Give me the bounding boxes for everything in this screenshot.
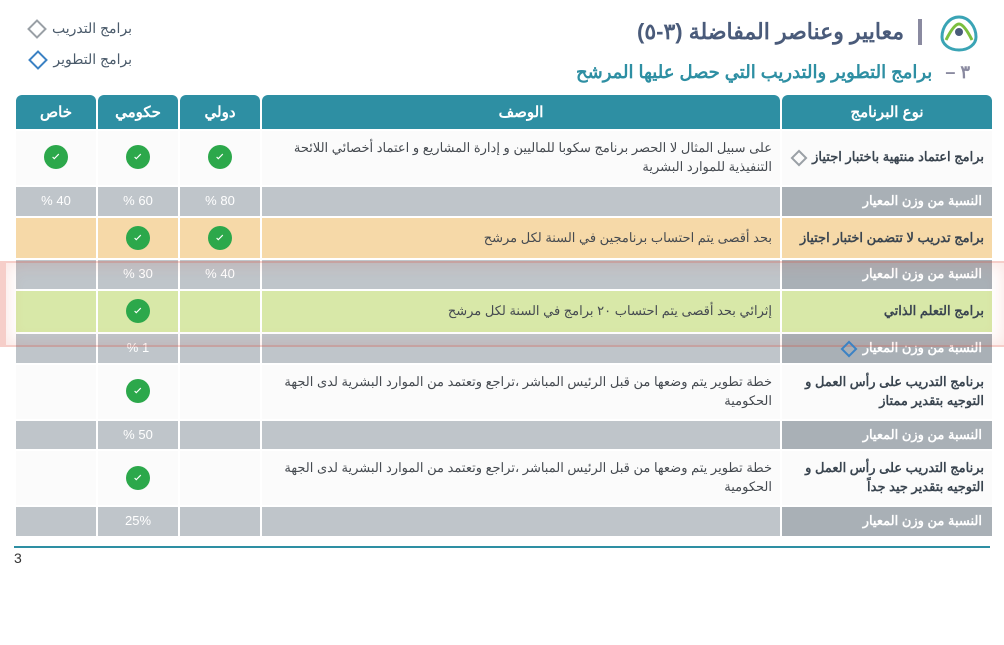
blue-diamond-icon [841, 340, 858, 357]
priv-cell [16, 451, 96, 505]
criteria-table: نوع البرنامج الوصف دولي حكومي خاص برامج … [14, 93, 994, 538]
main-title: معايير وعناصر المفاضلة (٣-٥) [20, 19, 904, 45]
col-gov: حكومي [98, 95, 178, 129]
check-icon [208, 145, 232, 169]
page-number: 3 [14, 550, 22, 566]
type-cell: برامج تدريب لا تتضمن اختبار اجتياز [782, 218, 992, 259]
weight-value [16, 507, 96, 536]
weight-spacer [262, 421, 780, 450]
diamond-gray-icon [27, 19, 47, 39]
gov-cell [98, 451, 178, 505]
type-cell: برامج اعتماد منتهية باختبار اجتياز [782, 131, 992, 185]
desc-cell: إثرائي بحد أقصى يتم احتساب ٢٠ برامج في ا… [262, 291, 780, 332]
weight-value [16, 334, 96, 363]
intl-cell [180, 291, 260, 332]
check-icon [126, 145, 150, 169]
check-icon [126, 379, 150, 403]
check-icon [126, 226, 150, 250]
page-footer: 3 [14, 546, 990, 566]
weight-value: 1 % [98, 334, 178, 363]
desc-cell: خطة تطوير يتم وضعها من قبل الرئيس المباش… [262, 365, 780, 419]
weight-value: 60 % [98, 187, 178, 216]
table-row: برامج التعلم الذاتي إثرائي بحد أقصى يتم … [16, 291, 992, 332]
weight-value [16, 421, 96, 450]
weight-value [180, 421, 260, 450]
weight-label: النسبة من وزن المعيار [782, 507, 992, 536]
weight-row: النسبة من وزن المعيار 50 % [16, 421, 992, 450]
page-header: معايير وعناصر المفاضلة (٣-٥) [0, 0, 1004, 58]
intl-cell [180, 365, 260, 419]
col-priv: خاص [16, 95, 96, 129]
weight-spacer [262, 260, 780, 289]
priv-cell [16, 365, 96, 419]
priv-cell [16, 218, 96, 259]
weight-row: النسبة من وزن المعيار 1 % [16, 334, 992, 363]
diamond-blue-icon [29, 50, 49, 70]
gov-cell [98, 131, 178, 185]
check-icon [208, 226, 232, 250]
criteria-table-wrap: نوع البرنامج الوصف دولي حكومي خاص برامج … [0, 93, 1004, 538]
desc-cell: خطة تطوير يتم وضعها من قبل الرئيس المباش… [262, 451, 780, 505]
weight-label: النسبة من وزن المعيار [782, 187, 992, 216]
weight-spacer [262, 334, 780, 363]
check-icon [44, 145, 68, 169]
legend-development-label: برامج التطوير [53, 51, 132, 68]
weight-spacer [262, 507, 780, 536]
section-number: ٣ – [945, 62, 970, 82]
weight-value: 80 % [180, 187, 260, 216]
priv-cell [16, 291, 96, 332]
type-cell: برامج التعلم الذاتي [782, 291, 992, 332]
legend-training: برامج التدريب [30, 20, 132, 37]
weight-row: النسبة من وزن المعيار 40 %30 % [16, 260, 992, 289]
table-row: برنامج التدريب على رأس العمل و التوجيه ب… [16, 451, 992, 505]
col-intl: دولي [180, 95, 260, 129]
weight-spacer [262, 187, 780, 216]
table-header-row: نوع البرنامج الوصف دولي حكومي خاص [16, 95, 992, 129]
gov-cell [98, 365, 178, 419]
weight-value: 40 % [16, 187, 96, 216]
title-block: معايير وعناصر المفاضلة (٣-٥) [20, 19, 922, 45]
desc-cell: بحد أقصى يتم احتساب برنامجين في السنة لك… [262, 218, 780, 259]
weight-value: 25% [98, 507, 178, 536]
section-subtitle: ٣ – برامج التطوير والتدريب التي حصل عليه… [0, 58, 1004, 93]
legend-development: برامج التطوير [30, 51, 132, 68]
check-icon [126, 466, 150, 490]
weight-value: 50 % [98, 421, 178, 450]
table-row: برامج تدريب لا تتضمن اختبار اجتياز بحد أ… [16, 218, 992, 259]
section-subtitle-text: برامج التطوير والتدريب التي حصل عليها ال… [576, 62, 932, 82]
weight-value [180, 334, 260, 363]
weight-row: النسبة من وزن المعيار 25% [16, 507, 992, 536]
intl-cell [180, 451, 260, 505]
weight-value: 30 % [98, 260, 178, 289]
weight-label: النسبة من وزن المعيار [782, 421, 992, 450]
col-type: نوع البرنامج [782, 95, 992, 129]
intl-cell [180, 218, 260, 259]
type-cell: برنامج التدريب على رأس العمل و التوجيه ب… [782, 365, 992, 419]
desc-cell: على سبيل المثال لا الحصر برنامج سكوبا لل… [262, 131, 780, 185]
weight-value: 40 % [180, 260, 260, 289]
gov-cell [98, 291, 178, 332]
check-icon [126, 299, 150, 323]
weight-row: النسبة من وزن المعيار 80 %60 %40 % [16, 187, 992, 216]
gov-cell [98, 218, 178, 259]
weight-label: النسبة من وزن المعيار [782, 260, 992, 289]
col-desc: الوصف [262, 95, 780, 129]
weight-value [180, 507, 260, 536]
gray-diamond-icon [790, 149, 807, 166]
legend: برامج التدريب برامج التطوير [30, 20, 132, 82]
intl-cell [180, 131, 260, 185]
table-row: برنامج التدريب على رأس العمل و التوجيه ب… [16, 365, 992, 419]
table-row: برامج اعتماد منتهية باختبار اجتياز على س… [16, 131, 992, 185]
priv-cell [16, 131, 96, 185]
type-cell: برنامج التدريب على رأس العمل و التوجيه ب… [782, 451, 992, 505]
legend-training-label: برامج التدريب [52, 20, 132, 37]
logo [934, 12, 984, 52]
weight-label: النسبة من وزن المعيار [782, 334, 992, 363]
weight-value [16, 260, 96, 289]
